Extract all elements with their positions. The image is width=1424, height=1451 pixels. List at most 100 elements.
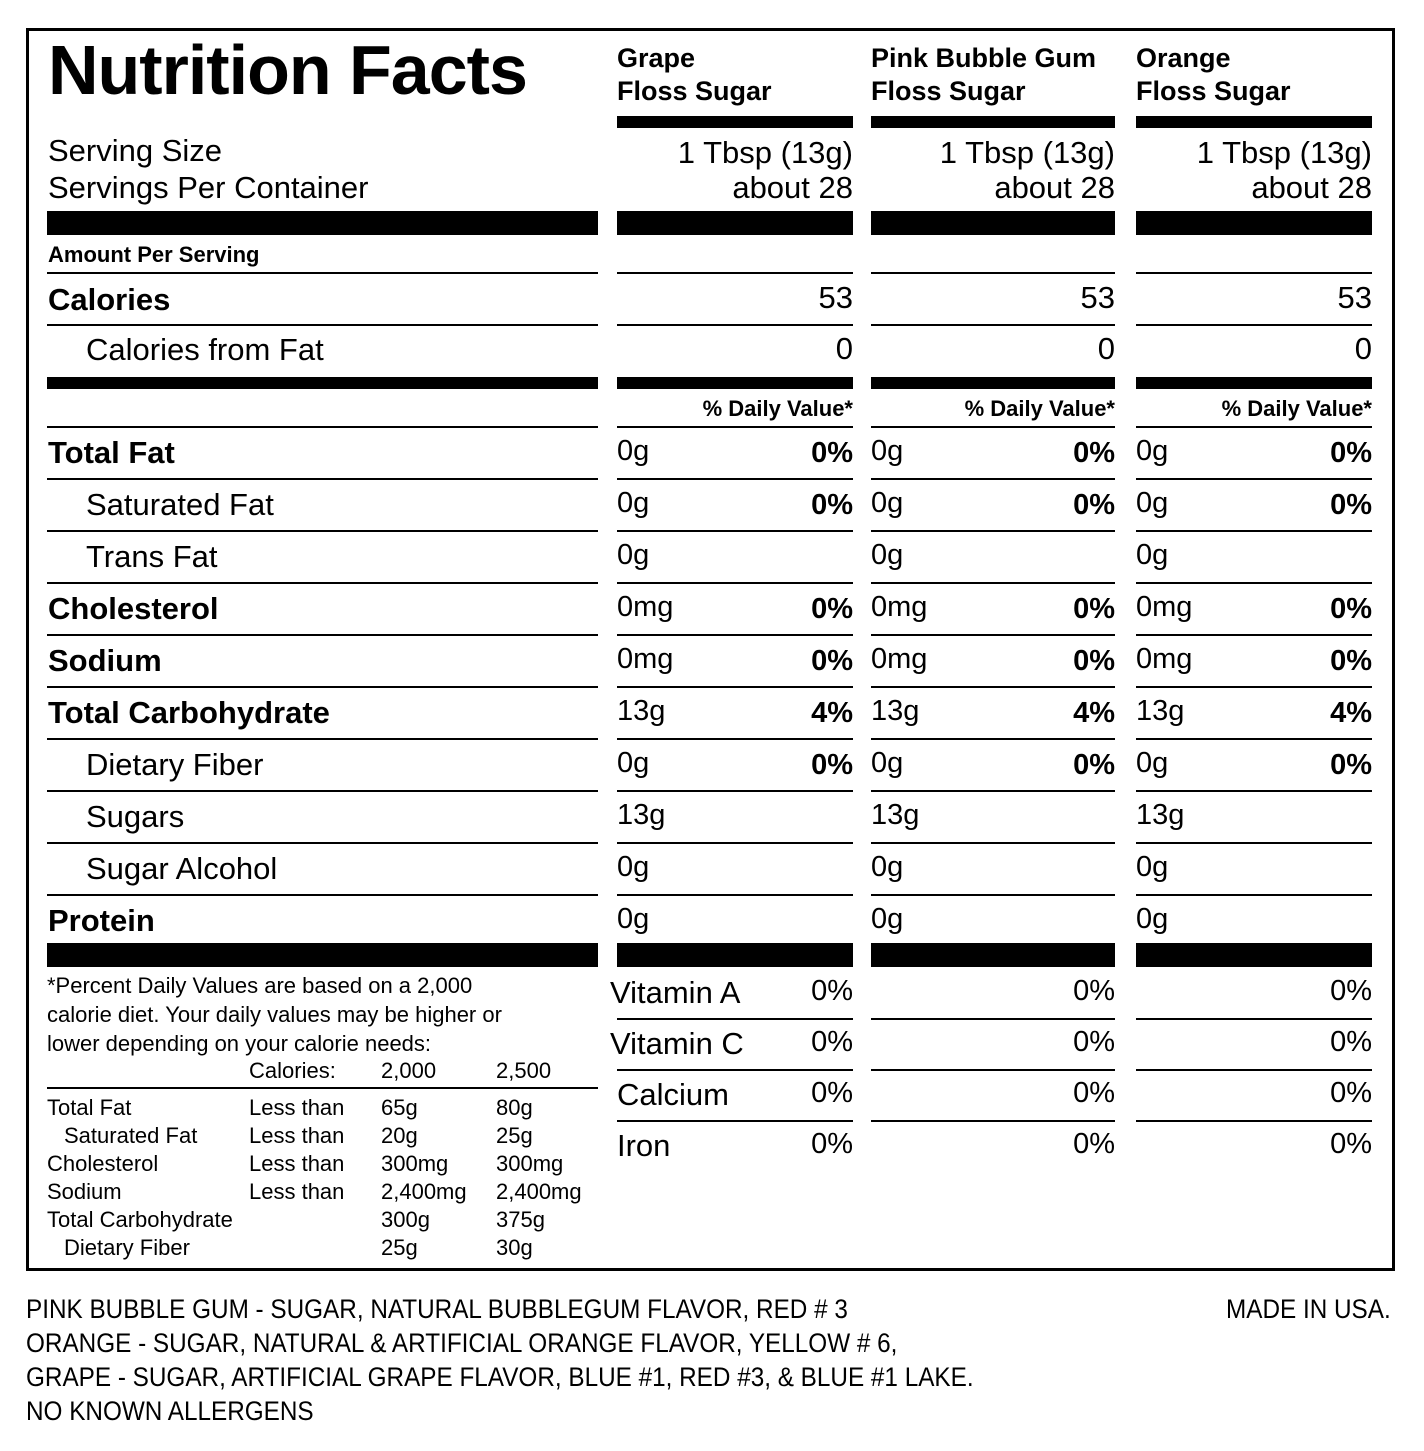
footnote-cell: 2,400mg <box>381 1179 467 1204</box>
divider <box>47 738 598 740</box>
nutrient-amount: 0g <box>617 851 650 883</box>
thick-divider <box>1136 943 1372 967</box>
divider <box>617 324 853 326</box>
divider <box>871 1120 1115 1122</box>
vitamin-value: 0% <box>811 1128 853 1160</box>
divider <box>1136 790 1372 792</box>
nutrient-amount: 13g <box>871 695 920 727</box>
medium-divider <box>1136 116 1372 128</box>
nutrient-daily-value: 0% <box>811 749 853 781</box>
amount-per-serving-label: Amount Per Serving <box>48 242 260 267</box>
nutrient-amount: 0g <box>617 435 650 467</box>
footnote-line: *Percent Daily Values are based on a 2,0… <box>47 973 473 998</box>
divider <box>871 1069 1115 1071</box>
divider <box>871 582 1115 584</box>
divider <box>47 272 598 274</box>
daily-value-header: % Daily Value* <box>964 396 1115 421</box>
divider <box>617 634 853 636</box>
calories-fat-value: 0 <box>1097 331 1115 366</box>
divider <box>617 478 853 480</box>
nutrient-label: Cholesterol <box>48 591 219 626</box>
nutrient-amount: 13g <box>1136 695 1185 727</box>
column-name: Floss Sugar <box>871 76 1026 106</box>
vitamin-label: Calcium <box>617 1077 729 1112</box>
servings-per-container-label: Servings Per Container <box>48 170 369 205</box>
divider <box>1136 272 1372 274</box>
footnote-cell: Sodium <box>47 1179 122 1204</box>
nutrient-amount: 13g <box>617 695 666 727</box>
divider <box>1136 634 1372 636</box>
nutrient-daily-value: 0% <box>1073 437 1115 469</box>
nutrient-amount: 0g <box>871 487 904 519</box>
divider <box>1136 582 1372 584</box>
thick-divider <box>871 943 1115 967</box>
serving-size-value: 1 Tbsp (13g) <box>1196 135 1372 170</box>
divider <box>871 324 1115 326</box>
divider <box>1136 1120 1372 1122</box>
footnote-cell: 2,400mg <box>496 1179 582 1204</box>
divider <box>617 894 853 896</box>
divider <box>617 582 853 584</box>
footnote-cell: 20g <box>381 1123 418 1148</box>
label-title: Nutrition Facts <box>48 31 528 109</box>
divider <box>617 426 853 428</box>
divider <box>47 582 598 584</box>
footnote-cell: Saturated Fat <box>64 1123 198 1148</box>
nutrient-label: Total Carbohydrate <box>48 695 330 730</box>
nutrient-label: Sodium <box>48 643 162 678</box>
nutrient-label: Sugars <box>86 799 185 834</box>
nutrient-amount: 0g <box>617 487 650 519</box>
footnote-cell: 300mg <box>381 1151 449 1176</box>
vitamin-value: 0% <box>1073 1128 1115 1160</box>
footnote-cell: Less than <box>249 1179 345 1204</box>
divider <box>871 686 1115 688</box>
divider <box>617 1018 853 1020</box>
divider <box>1136 478 1372 480</box>
calories-label: Calories <box>48 282 171 317</box>
nutrient-amount: 0g <box>1136 747 1169 779</box>
nutrient-label: Trans Fat <box>86 539 218 574</box>
divider <box>47 1087 598 1089</box>
footnote-cell: 30g <box>496 1235 533 1260</box>
nutrient-daily-value: 0% <box>811 645 853 677</box>
divider <box>617 530 853 532</box>
vitamin-value: 0% <box>1330 975 1372 1007</box>
nutrient-daily-value: 0% <box>1330 593 1372 625</box>
nutrient-amount: 0g <box>617 747 650 779</box>
nutrient-daily-value: 4% <box>811 697 853 729</box>
nutrient-amount: 0mg <box>1136 591 1193 623</box>
divider <box>871 272 1115 274</box>
medium-divider <box>871 377 1115 389</box>
footnote-calories-2000: 2,000 <box>381 1058 437 1083</box>
serving-size-value: 1 Tbsp (13g) <box>677 135 853 170</box>
footnote-cell: 65g <box>381 1095 418 1120</box>
divider <box>871 530 1115 532</box>
nutrient-amount: 0mg <box>1136 643 1193 675</box>
divider <box>47 790 598 792</box>
footnote-cell: 300g <box>381 1207 430 1232</box>
footnote-cell: Cholesterol <box>47 1151 159 1176</box>
calories-from-fat-label: Calories from Fat <box>86 332 324 367</box>
nutrient-amount: 0g <box>871 435 904 467</box>
divider <box>1136 1069 1372 1071</box>
divider <box>617 272 853 274</box>
medium-divider <box>1136 377 1372 389</box>
medium-divider <box>47 377 598 389</box>
footnote-cell: 300mg <box>496 1151 564 1176</box>
ingredients-line: GRAPE - SUGAR, ARTIFICIAL GRAPE FLAVOR, … <box>26 1362 974 1392</box>
vitamin-value: 0% <box>811 975 853 1007</box>
nutrient-daily-value: 4% <box>1330 697 1372 729</box>
divider <box>47 530 598 532</box>
nutrient-daily-value: 0% <box>1073 645 1115 677</box>
vitamin-value: 0% <box>1073 1026 1115 1058</box>
nutrient-amount: 0g <box>617 903 650 935</box>
divider <box>47 324 598 326</box>
divider <box>47 426 598 428</box>
nutrient-amount: 0g <box>871 851 904 883</box>
nutrient-daily-value: 0% <box>1330 489 1372 521</box>
column-name: Grape <box>617 43 696 73</box>
vitamin-value: 0% <box>1330 1128 1372 1160</box>
calories-value: 53 <box>1337 280 1372 315</box>
divider <box>1136 530 1372 532</box>
nutrient-amount: 13g <box>617 799 666 831</box>
